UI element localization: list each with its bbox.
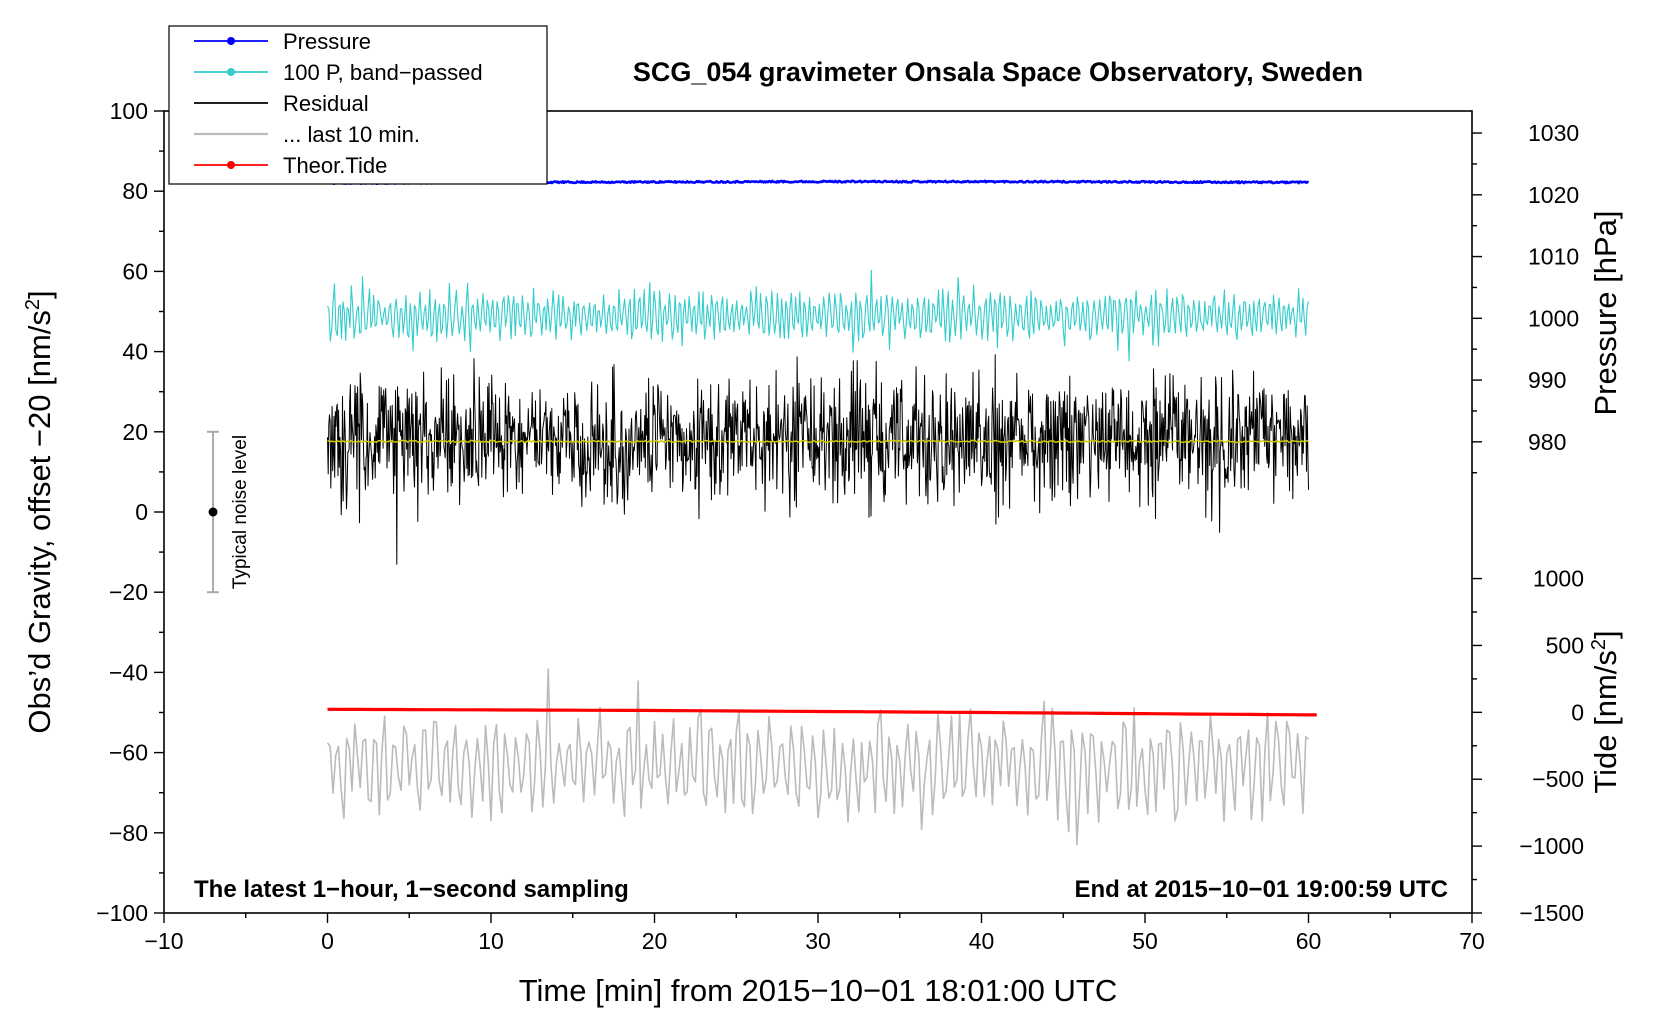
annotation-end-time: End at 2015−10−01 19:00:59 UTC xyxy=(1074,876,1448,903)
y-axis-left-label-main: Obs’d Gravity, offset −20 [nm/s xyxy=(22,310,57,734)
y-tick-label: 40 xyxy=(122,339,148,365)
y-tick-label: −80 xyxy=(109,820,148,846)
legend-label: 100 P, band−passed xyxy=(283,60,483,85)
legend-label: Residual xyxy=(283,91,369,116)
legend: Pressure 100 P, band−passed Residual ... la… xyxy=(168,25,548,185)
y-tick-label: −40 xyxy=(109,659,148,685)
x-tick-label: 10 xyxy=(478,928,504,954)
pressure-tick-label: 990 xyxy=(1528,367,1566,393)
legend-marker xyxy=(227,68,235,76)
tide-tick-label: 1000 xyxy=(1533,566,1584,592)
series-residual xyxy=(327,354,1309,565)
y-axis-tide-label-end: ] xyxy=(1588,630,1623,639)
x-tick-label: −10 xyxy=(144,928,183,954)
tide-tick-label: −1500 xyxy=(1519,900,1584,926)
series-100-p-band-passed xyxy=(326,269,1310,362)
chart-title: SCG_054 gravimeter Onsala Space Observat… xyxy=(633,57,1363,87)
y-tick-label: −100 xyxy=(96,900,148,926)
x-axis: −10 0 10 20 30 40 50 60 70 xyxy=(144,913,1485,954)
x-tick-label: 50 xyxy=(1132,928,1158,954)
pressure-tick-label: 1010 xyxy=(1528,244,1579,270)
tide-tick-label: 0 xyxy=(1571,699,1584,725)
pressure-tick-label: 1030 xyxy=(1528,120,1579,146)
y-axis-left: −100 −80 −60 −40 −20 0 20 40 60 80 100 xyxy=(96,98,164,926)
legend-label: Theor.Tide xyxy=(283,153,387,178)
legend-marker xyxy=(227,37,235,45)
typical-noise-bar: Typical noise level xyxy=(207,430,251,594)
y-axis-left-label-end: ] xyxy=(22,290,57,299)
tide-tick-label: −500 xyxy=(1532,766,1584,792)
plot-frame xyxy=(163,110,1473,914)
y-axis-pressure: 980 990 1000 1010 1020 1030 xyxy=(1472,120,1579,474)
x-tick-label: 40 xyxy=(969,928,995,954)
series-theor-tide xyxy=(327,707,1317,717)
x-tick-label: 20 xyxy=(642,928,668,954)
legend-marker xyxy=(227,161,235,169)
data-series xyxy=(326,179,1317,846)
typical-noise-label: Typical noise level xyxy=(230,435,251,589)
legend-box xyxy=(168,25,548,185)
tide-tick-label: 500 xyxy=(1546,632,1584,658)
pressure-tick-label: 1000 xyxy=(1528,305,1579,331)
pressure-tick-label: 1020 xyxy=(1528,182,1579,208)
pressure-tick-label: 980 xyxy=(1528,429,1566,455)
series-smoothed-residual xyxy=(327,439,1309,444)
tide-tick-label: −1000 xyxy=(1519,833,1584,859)
x-tick-label: 60 xyxy=(1296,928,1322,954)
y-axis-tide-label: Tide [nm/s2] xyxy=(1588,630,1623,793)
y-axis-left-label-sup: 2 xyxy=(22,299,44,310)
y-tick-label: 0 xyxy=(135,499,148,525)
series-last-10-min xyxy=(326,668,1310,846)
x-tick-label: 0 xyxy=(321,928,334,954)
legend-label: ... last 10 min. xyxy=(283,122,420,147)
annotation-sampling: The latest 1−hour, 1−second sampling xyxy=(194,876,629,903)
y-tick-label: 20 xyxy=(122,419,148,445)
x-tick-label: 30 xyxy=(805,928,831,954)
y-axis-tide-label-sup: 2 xyxy=(1588,639,1610,650)
x-axis-label: Time [min] from 2015−10−01 18:01:00 UTC xyxy=(519,973,1118,1008)
y-tick-label: 80 xyxy=(122,178,148,204)
y-tick-label: −60 xyxy=(109,740,148,766)
y-axis-pressure-label: Pressure [hPa] xyxy=(1588,210,1623,415)
noise-bar-center xyxy=(208,507,218,517)
y-tick-label: 60 xyxy=(122,258,148,284)
y-tick-label: −20 xyxy=(109,579,148,605)
y-axis-tide-label-main: Tide [nm/s xyxy=(1588,650,1623,794)
y-tick-label: 100 xyxy=(110,98,148,124)
y-axis-tide: −1500 −1000 −500 0 500 1000 xyxy=(1472,566,1584,926)
y-axis-left-label: Obs’d Gravity, offset −20 [nm/s2] xyxy=(22,290,57,733)
x-tick-label: 70 xyxy=(1459,928,1485,954)
legend-label: Pressure xyxy=(283,29,371,54)
